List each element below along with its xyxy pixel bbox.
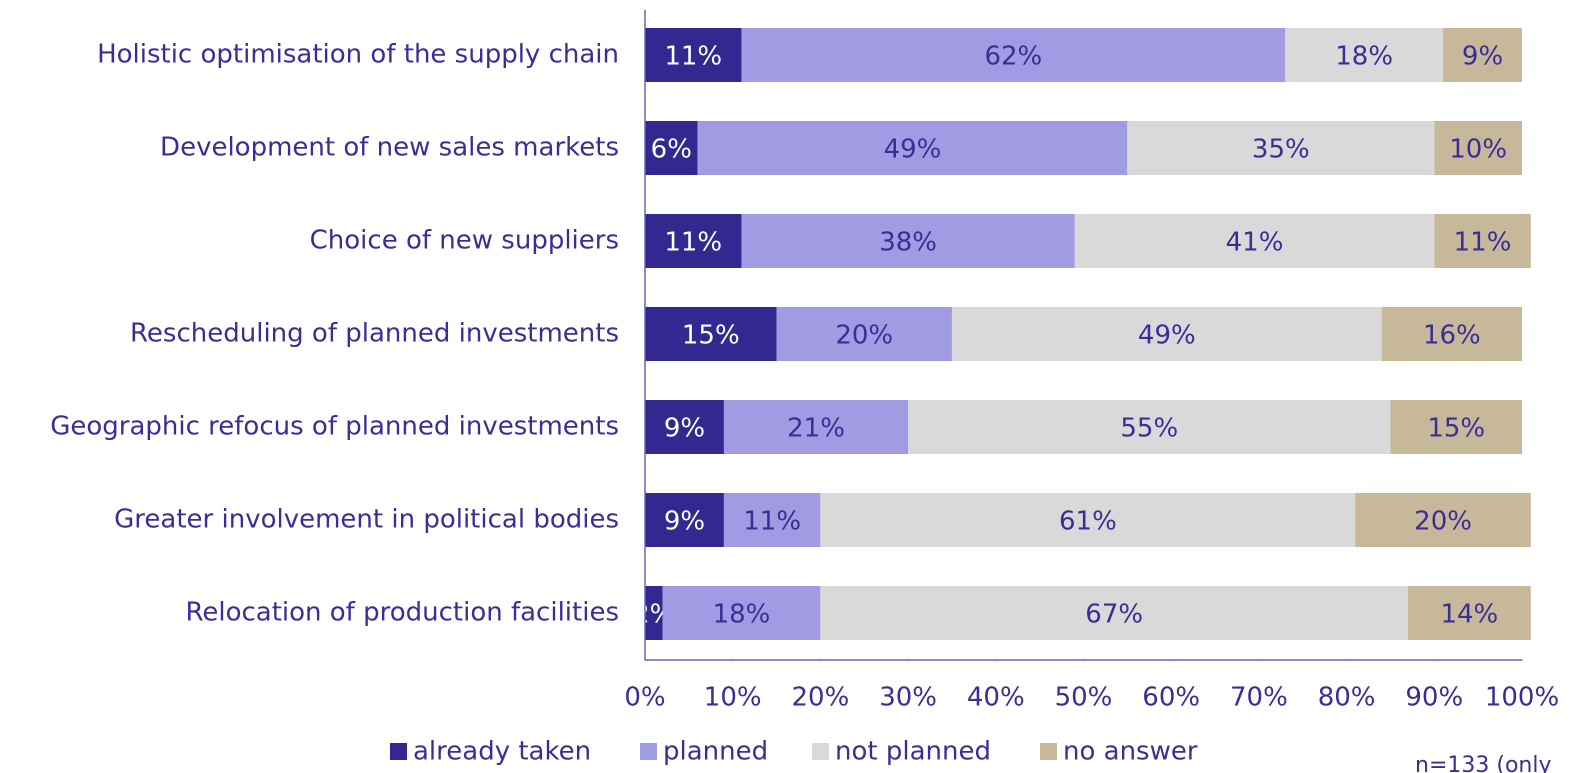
bar-segment — [1127, 121, 1435, 175]
legend-label: not planned — [835, 737, 991, 767]
x-tick-label: 0% — [624, 683, 665, 713]
category-label: Rescheduling of planned investments — [130, 319, 619, 349]
x-tick-label: 30% — [879, 683, 937, 713]
bar-segment — [1407, 586, 1531, 640]
value-label: 9% — [664, 414, 705, 444]
value-label: 21% — [787, 414, 845, 444]
x-tick-label: 50% — [1055, 683, 1113, 713]
x-tick-label: 100% — [1485, 683, 1559, 713]
bar-segment — [697, 121, 1128, 175]
bar-segment — [645, 28, 742, 82]
value-label: 11% — [743, 507, 801, 537]
x-tick-label: 80% — [1318, 683, 1376, 713]
bar-segment — [645, 214, 742, 268]
legend-label: already taken — [413, 737, 591, 767]
legend-swatch — [640, 743, 657, 760]
bar-segment — [723, 400, 909, 454]
value-label: 16% — [1423, 321, 1481, 351]
value-label: 11% — [1454, 228, 1512, 258]
bar-segment — [776, 307, 952, 361]
value-label: 11% — [664, 42, 722, 72]
legend-swatch — [390, 743, 407, 760]
bar-segment — [645, 400, 724, 454]
value-label: 49% — [884, 135, 942, 165]
bar-segment — [951, 307, 1382, 361]
bar-segment — [1074, 214, 1435, 268]
value-label: 6% — [651, 135, 692, 165]
bar-segment — [645, 121, 698, 175]
value-label: 49% — [1138, 321, 1196, 351]
value-label: 9% — [1462, 42, 1503, 72]
x-tick-label: 10% — [704, 683, 762, 713]
legend-swatch — [812, 743, 829, 760]
bar-segment — [1390, 400, 1522, 454]
bar-segment — [1285, 28, 1444, 82]
category-label: Relocation of production facilities — [185, 598, 619, 628]
footnote: n=133 (only — [1415, 753, 1551, 773]
x-tick-label: 70% — [1230, 683, 1288, 713]
bar-segment — [1355, 493, 1531, 547]
value-label: 18% — [713, 600, 771, 630]
bar-segment — [908, 400, 1391, 454]
x-tick-label: 40% — [967, 683, 1025, 713]
category-label: Greater involvement in political bodies — [114, 505, 619, 535]
bar-segment — [820, 586, 1408, 640]
bar-segment — [645, 493, 724, 547]
value-label: 15% — [682, 321, 740, 351]
x-tick-label: 90% — [1405, 683, 1463, 713]
value-label: 10% — [1449, 135, 1507, 165]
bar-segment — [1381, 307, 1522, 361]
value-label: 55% — [1120, 414, 1178, 444]
legend-label: planned — [663, 737, 768, 767]
value-label: 14% — [1440, 600, 1498, 630]
value-label: 35% — [1252, 135, 1310, 165]
bar-segment — [1434, 121, 1522, 175]
bar-segment — [741, 28, 1286, 82]
value-label: 20% — [835, 321, 893, 351]
value-label: 11% — [664, 228, 722, 258]
value-label: 62% — [984, 42, 1042, 72]
bar-segment — [1443, 28, 1522, 82]
value-label: 20% — [1414, 507, 1472, 537]
bar-segment — [741, 214, 1075, 268]
value-label: 15% — [1427, 414, 1485, 444]
bar-segment — [662, 586, 821, 640]
value-label: 38% — [879, 228, 937, 258]
legend-label: no answer — [1063, 737, 1198, 767]
value-label: 9% — [664, 507, 705, 537]
category-label: Holistic optimisation of the supply chai… — [97, 40, 619, 70]
value-label: 18% — [1335, 42, 1393, 72]
bar-segment — [723, 493, 821, 547]
value-label: 61% — [1059, 507, 1117, 537]
value-label: 41% — [1226, 228, 1284, 258]
value-label: 67% — [1085, 600, 1143, 630]
bar-segment — [645, 586, 663, 640]
x-tick-label: 20% — [792, 683, 850, 713]
category-label: Geographic refocus of planned investment… — [50, 412, 619, 442]
category-label: Choice of new suppliers — [310, 226, 619, 256]
legend-swatch — [1040, 743, 1057, 760]
bar-segment — [820, 493, 1356, 547]
category-label: Development of new sales markets — [160, 133, 619, 163]
x-tick-label: 60% — [1142, 683, 1200, 713]
bar-segment — [645, 307, 777, 361]
bar-segment — [1434, 214, 1531, 268]
